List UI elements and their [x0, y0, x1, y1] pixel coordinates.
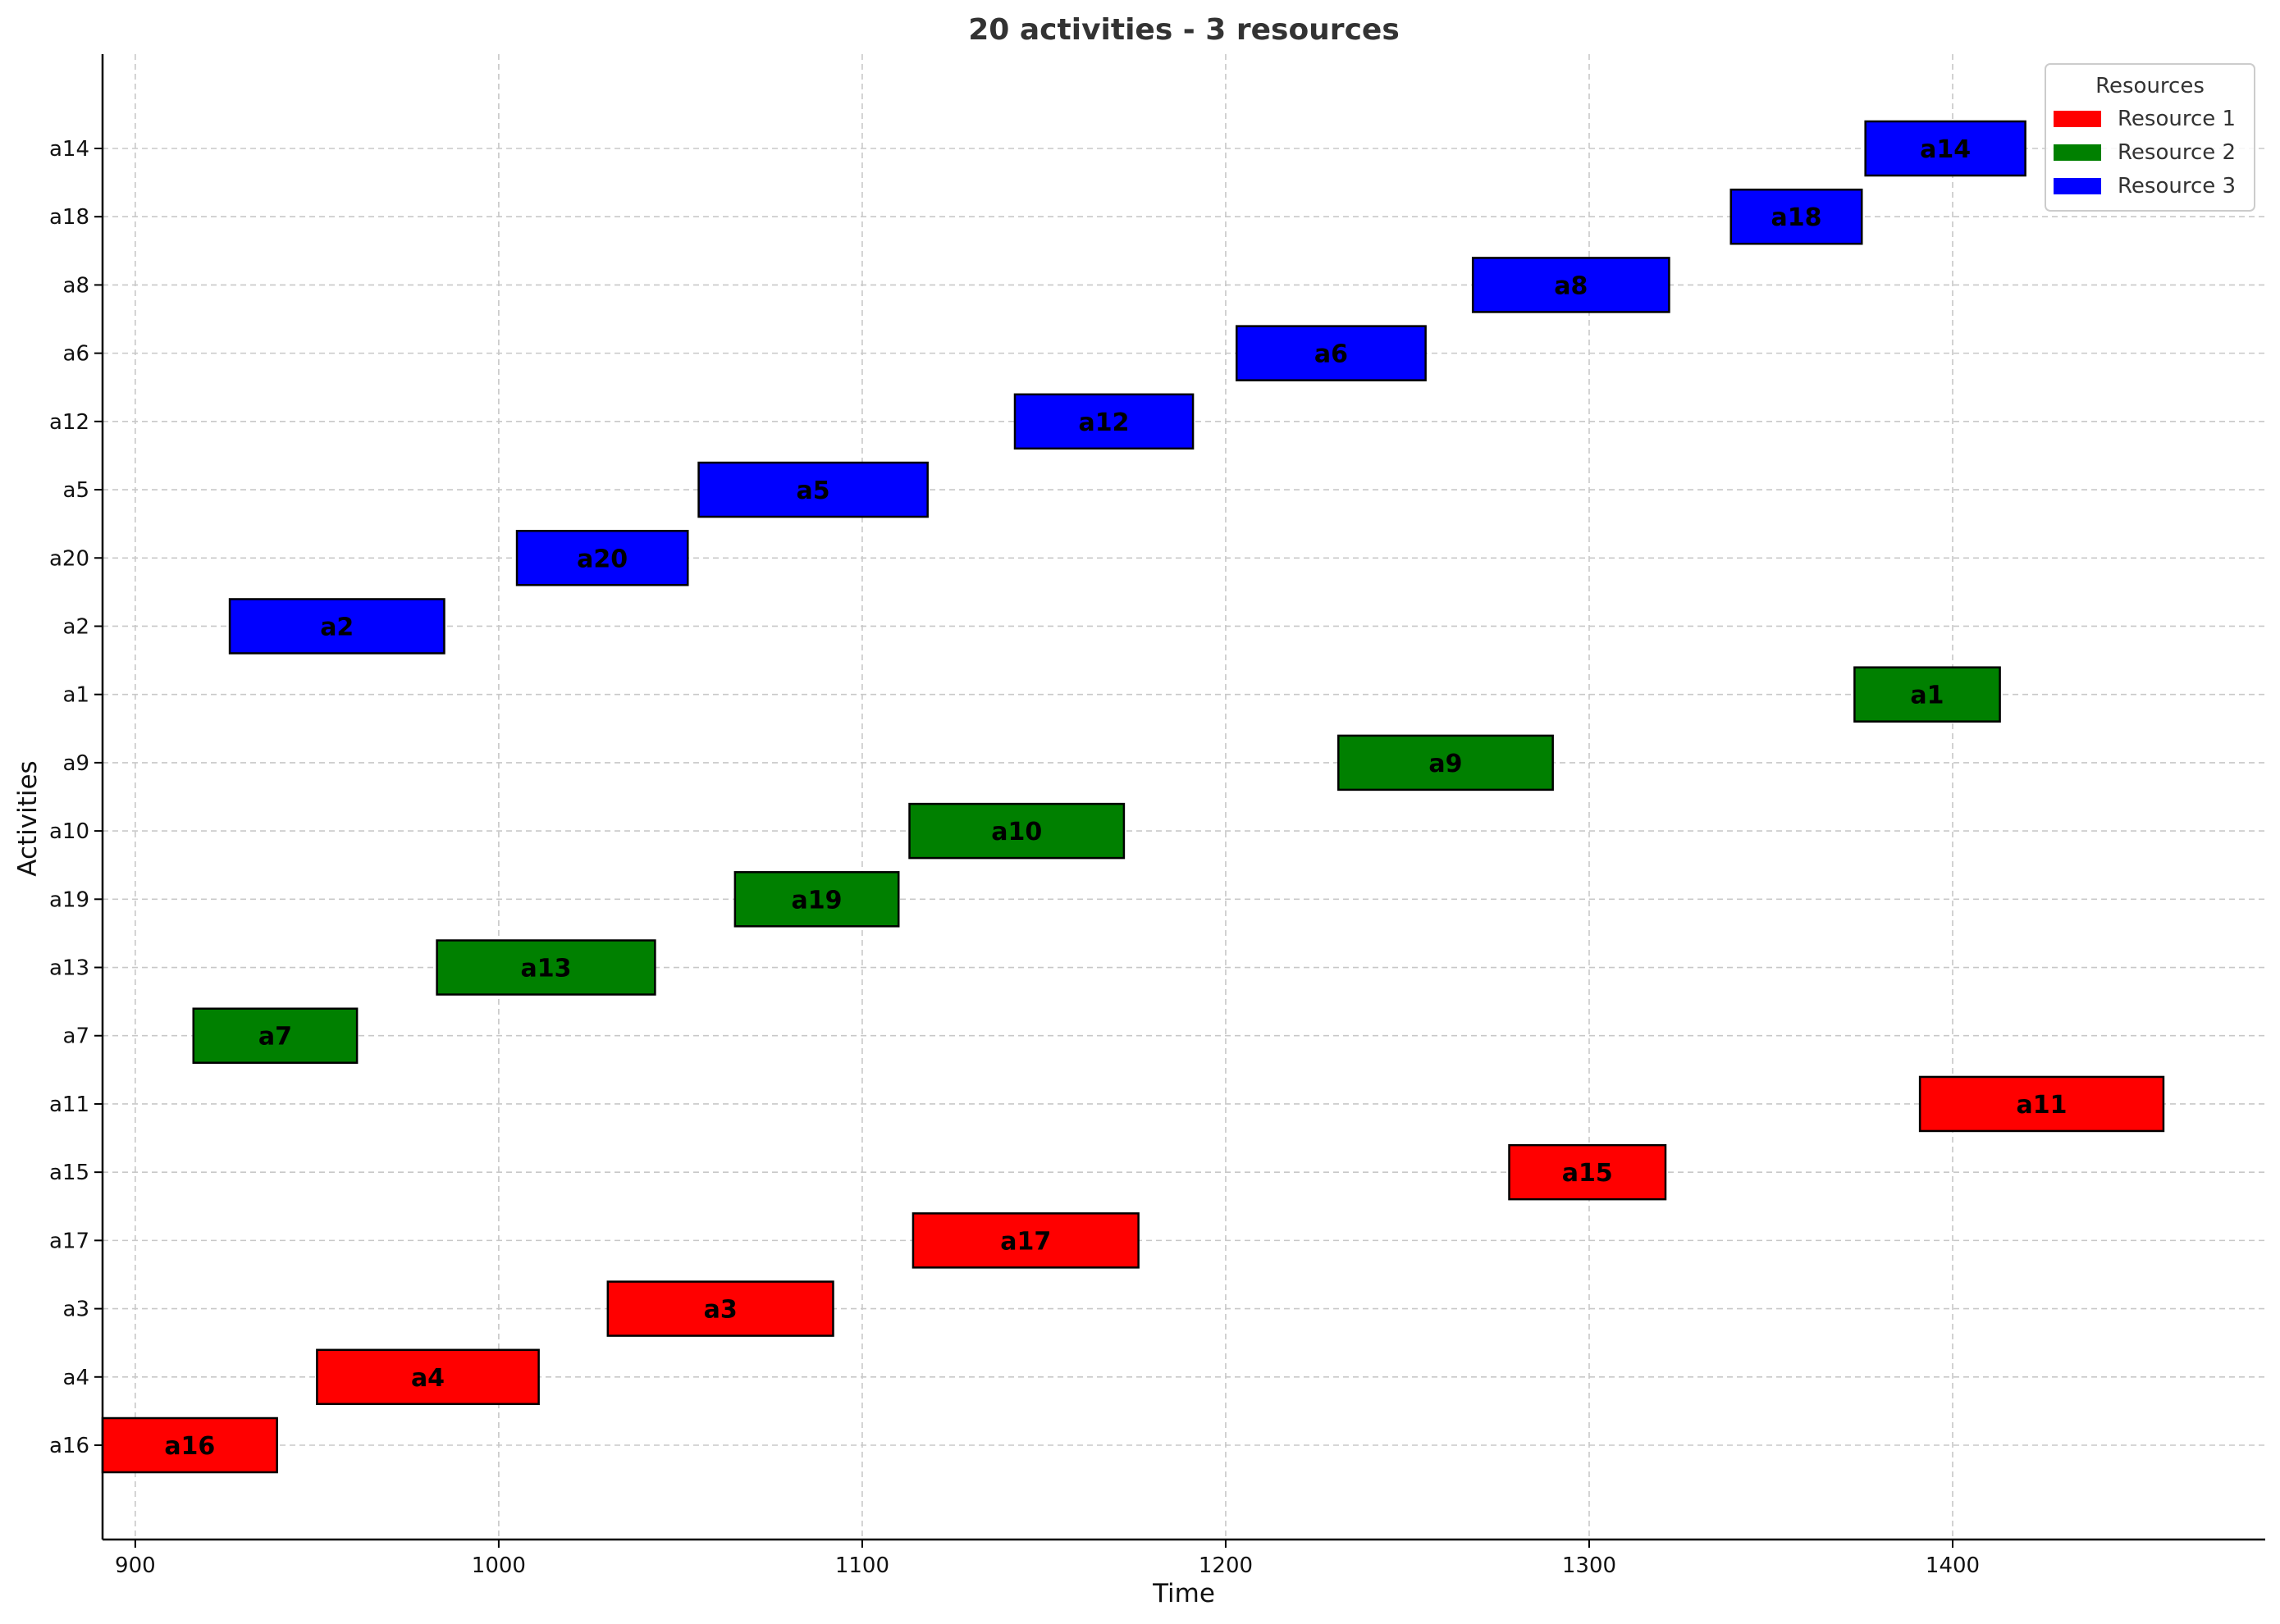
legend-swatch	[2054, 178, 2101, 194]
y-tick-label: a17	[49, 1229, 89, 1253]
bar-a7	[192, 1007, 359, 1064]
x-tick-label: 1400	[1926, 1553, 1980, 1578]
bar-label-a5: a5	[797, 477, 830, 505]
y-tick-label: a15	[49, 1161, 89, 1185]
bar-label-a19: a19	[792, 886, 843, 915]
bar-label-a8: a8	[1554, 271, 1588, 300]
bar-a8	[1471, 257, 1670, 313]
x-tick-label: 900	[115, 1553, 156, 1578]
bar-a15	[1508, 1143, 1667, 1201]
bar-label-a9: a9	[1428, 750, 1462, 778]
y-tick-label: a1	[63, 683, 89, 708]
x-tick-label: 1000	[472, 1553, 526, 1578]
bar-label-a17: a17	[1000, 1227, 1051, 1256]
y-tick-label: a13	[49, 956, 89, 981]
bar-label-a13: a13	[520, 955, 571, 983]
y-tick-label: a7	[63, 1024, 89, 1049]
bar-label-a7: a7	[258, 1023, 292, 1051]
bars: a16 a4 a3 a17 a15 a11 a7 a13 a19 a10 a9 a1 a2 a20 a5 a1…	[101, 120, 2165, 1474]
x-tick-label: 1300	[1562, 1553, 1616, 1578]
bar-a5	[697, 461, 929, 518]
bar-label-a2: a2	[320, 613, 354, 641]
legend-box	[2045, 63, 2255, 212]
legend-entry-label: Resource 3	[2118, 174, 2236, 198]
bar-label-a12: a12	[1079, 408, 1130, 437]
bar-label-a16: a16	[164, 1432, 215, 1461]
bar-label-a3: a3	[704, 1296, 738, 1325]
y-tick-label: a16	[49, 1434, 89, 1458]
y-tick-label: a8	[63, 273, 89, 298]
y-tick-label: a3	[63, 1298, 89, 1322]
bar-a19	[733, 871, 900, 928]
y-tick-label: a5	[63, 478, 89, 503]
grid-lines	[103, 54, 2265, 1540]
y-tick-label: a11	[49, 1093, 89, 1117]
x-axis-label: Time	[1152, 1579, 1215, 1608]
y-tick-label: a6	[63, 342, 89, 367]
bar-a13	[436, 939, 656, 996]
bar-a4	[316, 1348, 540, 1406]
bar-label-a14: a14	[1920, 135, 1971, 164]
legend-entry-label: Resource 2	[2118, 140, 2236, 165]
bar-a2	[228, 598, 445, 655]
bar-label-a18: a18	[1771, 203, 1821, 232]
x-tick-label: 1200	[1199, 1553, 1253, 1578]
legend-swatch	[2054, 111, 2101, 127]
y-tick-label: a18	[49, 205, 89, 230]
bar-a12	[1013, 393, 1195, 450]
bar-a10	[908, 802, 1126, 860]
bar-label-a11: a11	[2017, 1091, 2068, 1120]
bar-label-a1: a1	[1910, 682, 1944, 710]
y-tick-label: a10	[49, 819, 89, 844]
y-tick-label: a19	[49, 887, 89, 912]
legend-swatch	[2054, 144, 2101, 161]
bar-a20	[515, 530, 689, 586]
chart-title: 20 activities - 3 resources	[968, 13, 1400, 47]
bar-label-a6: a6	[1314, 340, 1348, 369]
axes: 900 1000 1100 1200 1300 1400a16a4a3a17a15a11a…	[49, 54, 2265, 1578]
legend-title: Resources	[2095, 74, 2205, 98]
legend: Resources Resource 1 Resource 2 Resource 3	[2045, 63, 2255, 212]
bar-a6	[1235, 325, 1427, 381]
y-tick-label: a9	[63, 751, 89, 776]
bar-a17	[912, 1212, 1140, 1269]
bar-a11	[1918, 1075, 2165, 1133]
bar-label-a20: a20	[577, 545, 628, 573]
y-tick-label: a20	[49, 546, 89, 571]
legend-entry-label: Resource 1	[2118, 107, 2236, 131]
bar-label-a4: a4	[411, 1364, 445, 1393]
y-axis-label: Activities	[13, 760, 43, 876]
bar-label-a15: a15	[1562, 1159, 1613, 1188]
bar-a3	[606, 1280, 834, 1337]
bar-a1	[1853, 666, 2001, 723]
x-tick-label: 1100	[835, 1553, 889, 1578]
bar-a18	[1729, 188, 1863, 245]
y-tick-label: a2	[63, 614, 89, 639]
y-tick-label: a4	[63, 1366, 89, 1390]
y-tick-label: a12	[49, 410, 89, 435]
bar-a9	[1337, 734, 1554, 791]
bar-label-a10: a10	[991, 818, 1042, 846]
bar-a14	[1864, 120, 2026, 177]
y-tick-label: a14	[49, 137, 89, 162]
